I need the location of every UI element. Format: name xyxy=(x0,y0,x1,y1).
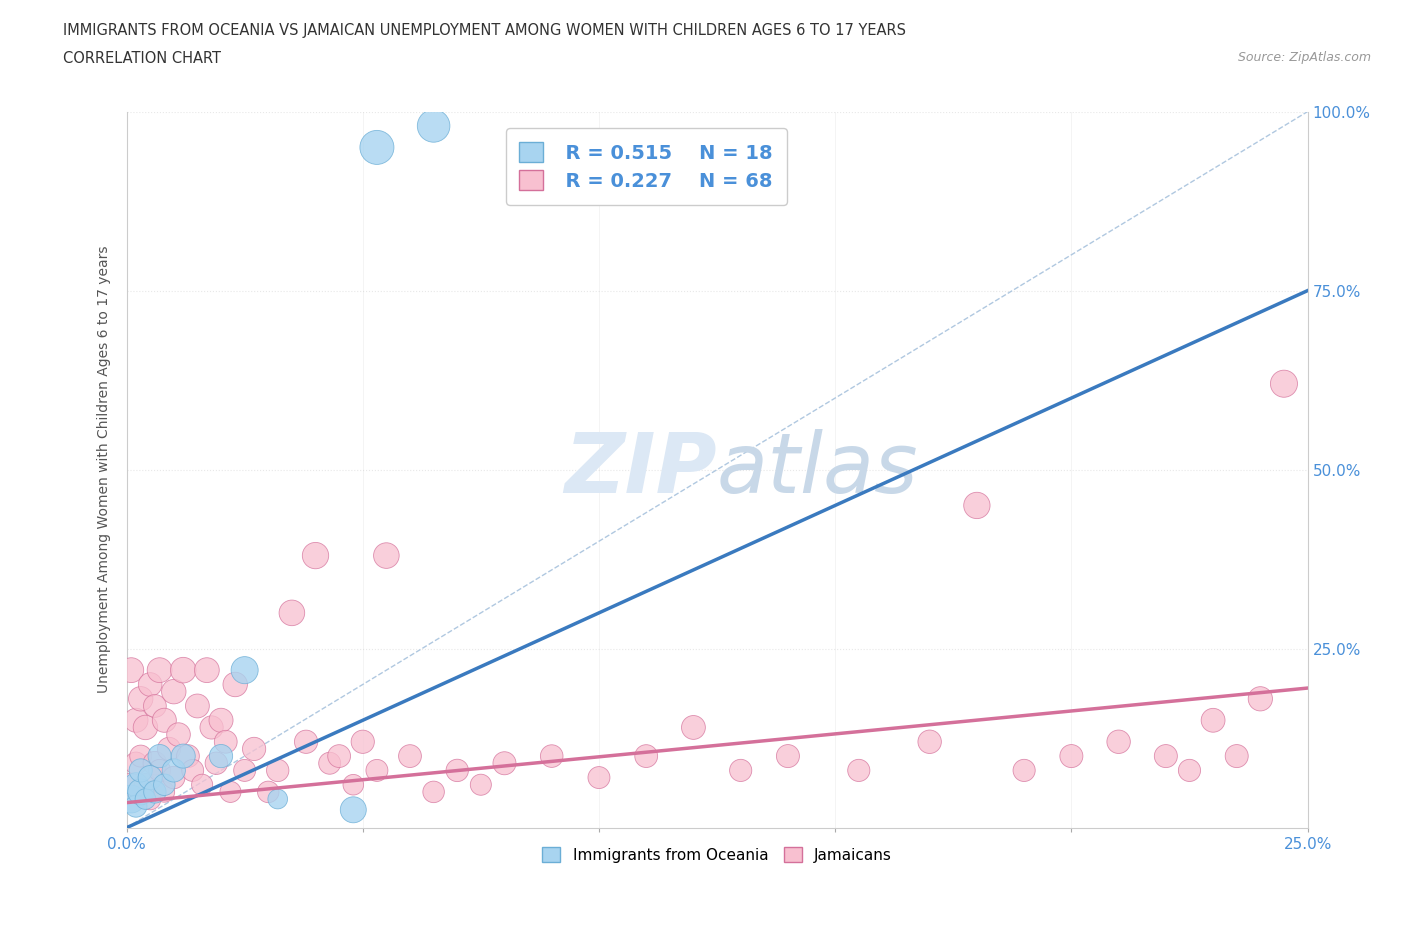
Legend: Immigrants from Oceania, Jamaicans: Immigrants from Oceania, Jamaicans xyxy=(534,839,900,870)
Text: IMMIGRANTS FROM OCEANIA VS JAMAICAN UNEMPLOYMENT AMONG WOMEN WITH CHILDREN AGES : IMMIGRANTS FROM OCEANIA VS JAMAICAN UNEM… xyxy=(63,23,907,38)
Point xyxy=(157,741,180,756)
Point xyxy=(1012,763,1035,777)
Point xyxy=(342,777,364,792)
Point xyxy=(682,720,704,735)
Point xyxy=(172,663,194,678)
Point xyxy=(243,741,266,756)
Point xyxy=(177,749,200,764)
Point xyxy=(167,727,190,742)
Point xyxy=(129,749,152,764)
Point xyxy=(540,749,562,764)
Point xyxy=(186,698,208,713)
Point xyxy=(139,791,162,806)
Point xyxy=(1272,377,1295,392)
Point xyxy=(125,777,148,792)
Point xyxy=(318,756,340,771)
Text: Source: ZipAtlas.com: Source: ZipAtlas.com xyxy=(1237,51,1371,64)
Point xyxy=(730,763,752,777)
Point xyxy=(134,720,156,735)
Point xyxy=(422,785,444,800)
Point xyxy=(494,756,516,771)
Point xyxy=(125,756,148,771)
Point xyxy=(1178,763,1201,777)
Point xyxy=(588,770,610,785)
Point xyxy=(120,777,142,792)
Text: atlas: atlas xyxy=(717,429,918,511)
Point xyxy=(366,140,388,155)
Point xyxy=(143,698,166,713)
Point xyxy=(281,605,304,620)
Point xyxy=(129,763,152,777)
Point xyxy=(139,770,162,785)
Point xyxy=(163,770,186,785)
Point xyxy=(134,777,156,792)
Point xyxy=(636,749,658,764)
Point xyxy=(966,498,988,513)
Point xyxy=(224,677,246,692)
Point xyxy=(153,712,176,727)
Point xyxy=(375,548,398,563)
Point xyxy=(446,763,468,777)
Point xyxy=(215,735,238,750)
Point xyxy=(149,763,172,777)
Point xyxy=(848,763,870,777)
Point xyxy=(470,777,492,792)
Point xyxy=(139,677,162,692)
Point xyxy=(1108,735,1130,750)
Point xyxy=(143,756,166,771)
Point xyxy=(1249,691,1271,706)
Point xyxy=(153,785,176,800)
Point xyxy=(163,763,186,777)
Point xyxy=(1060,749,1083,764)
Point xyxy=(149,749,172,764)
Point xyxy=(149,663,172,678)
Point xyxy=(153,777,176,792)
Point xyxy=(129,785,152,800)
Point xyxy=(209,749,232,764)
Point xyxy=(918,735,941,750)
Point xyxy=(267,791,290,806)
Point xyxy=(304,548,326,563)
Point xyxy=(191,777,214,792)
Point xyxy=(352,735,374,750)
Point xyxy=(125,712,148,727)
Point xyxy=(342,803,364,817)
Point xyxy=(233,663,256,678)
Point xyxy=(295,735,318,750)
Point xyxy=(181,763,204,777)
Point xyxy=(776,749,799,764)
Point xyxy=(129,691,152,706)
Point xyxy=(195,663,218,678)
Text: ZIP: ZIP xyxy=(564,429,717,511)
Point xyxy=(422,118,444,133)
Text: CORRELATION CHART: CORRELATION CHART xyxy=(63,51,221,66)
Point xyxy=(143,785,166,800)
Point xyxy=(257,785,280,800)
Point xyxy=(1154,749,1177,764)
Point xyxy=(399,749,422,764)
Point xyxy=(1202,712,1225,727)
Point xyxy=(233,763,256,777)
Point xyxy=(209,712,232,727)
Point xyxy=(120,791,142,806)
Point xyxy=(172,749,194,764)
Point xyxy=(366,763,388,777)
Point xyxy=(120,663,142,678)
Point xyxy=(219,785,242,800)
Point xyxy=(205,756,228,771)
Point xyxy=(163,684,186,699)
Point xyxy=(125,799,148,814)
Y-axis label: Unemployment Among Women with Children Ages 6 to 17 years: Unemployment Among Women with Children A… xyxy=(97,246,111,694)
Point xyxy=(134,791,156,806)
Point xyxy=(328,749,350,764)
Point xyxy=(1226,749,1249,764)
Point xyxy=(267,763,290,777)
Point xyxy=(200,720,222,735)
